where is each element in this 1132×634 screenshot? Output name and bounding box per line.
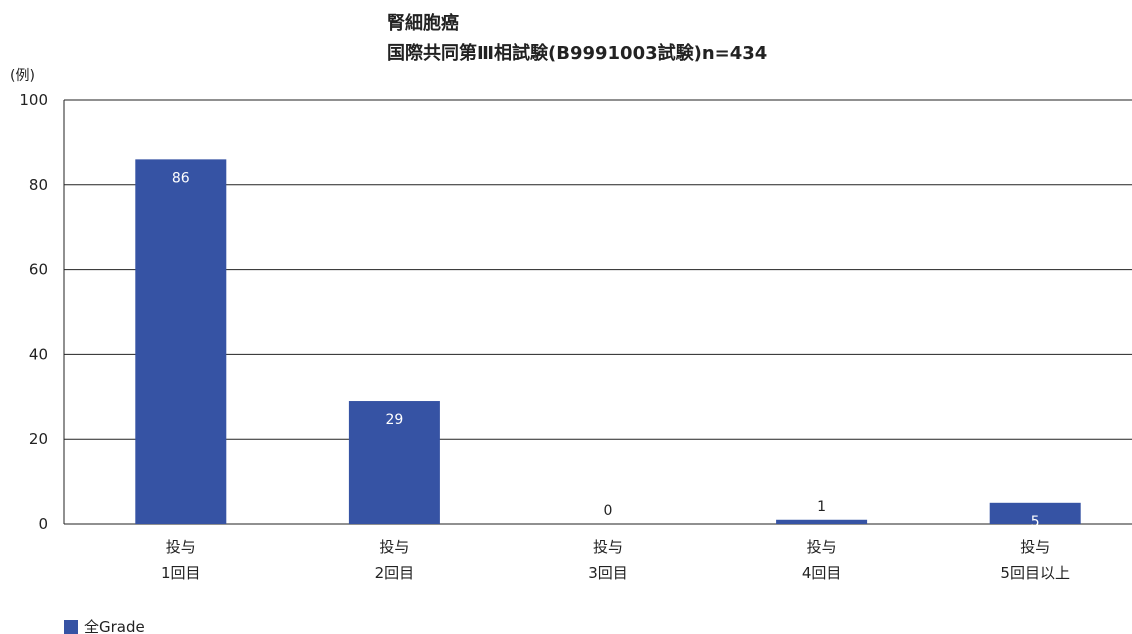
chart-title-line-2: 国際共同第Ⅲ相試験(B9991003試験)n=434 <box>387 42 767 64</box>
x-category-label: 投与 <box>166 538 196 556</box>
x-category-label: 投与 <box>593 538 623 556</box>
chart-title: 腎細胞癌 国際共同第Ⅲ相試験(B9991003試験)n=434 <box>387 12 767 64</box>
data-label: 1 <box>817 499 826 515</box>
data-labels: 86 29 0 1 5 <box>172 170 1040 529</box>
y-tick-label: 20 <box>29 430 48 448</box>
x-category-label: 5回目以上 <box>1000 564 1070 582</box>
data-label: 86 <box>172 170 190 186</box>
x-category-label: 4回目 <box>802 564 842 582</box>
y-tick-label: 40 <box>29 345 48 363</box>
data-label: 29 <box>385 412 403 428</box>
y-tick-label: 100 <box>19 91 48 109</box>
bar <box>135 159 227 525</box>
x-category-label: 投与 <box>807 538 837 556</box>
bar <box>989 502 1081 524</box>
legend: 全Grade <box>64 618 145 634</box>
y-tick-label: 0 <box>38 515 48 533</box>
x-category-label: 3回目 <box>588 564 628 582</box>
x-axis-categories: 投与 1回目 投与 2回目 投与 3回目 投与 4回目 投与 5回目以上 <box>161 538 1070 582</box>
y-tick-label: 80 <box>29 176 48 194</box>
legend-swatch <box>64 620 78 634</box>
x-category-label: 2回目 <box>375 564 415 582</box>
legend-label: 全Grade <box>84 618 145 634</box>
gridlines <box>63 99 1132 525</box>
x-category-label: 1回目 <box>161 564 201 582</box>
bar <box>348 401 440 524</box>
x-category-label: 投与 <box>1020 538 1050 556</box>
y-tick-label: 60 <box>29 261 48 279</box>
x-category-label: 投与 <box>379 538 409 556</box>
bar <box>776 519 868 524</box>
y-axis-ticks: 0 20 40 60 80 100 <box>19 91 48 533</box>
data-label: 0 <box>604 503 613 519</box>
data-label: 5 <box>1031 514 1040 530</box>
chart-title-line-1: 腎細胞癌 <box>387 12 459 34</box>
bars <box>135 159 1081 525</box>
y-axis-unit-label: (例) <box>10 68 35 84</box>
